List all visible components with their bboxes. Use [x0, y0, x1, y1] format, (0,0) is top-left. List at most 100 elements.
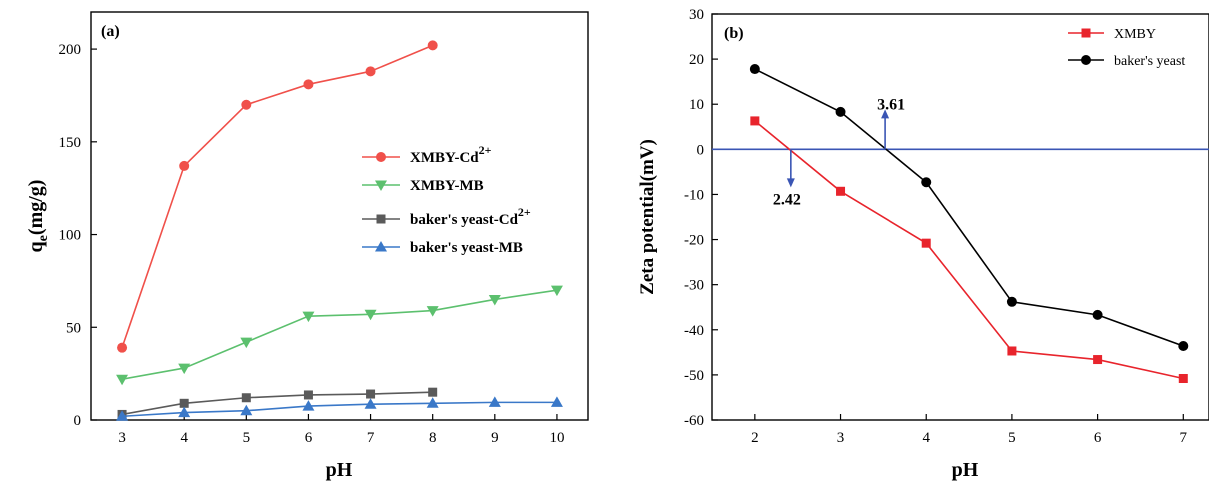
- panel-b-annotations: 3.61 2.42: [773, 96, 905, 208]
- panel-a-series-3-point: [488, 396, 501, 407]
- panel-b-series-1-point: [1178, 341, 1189, 352]
- panel-b-series-1-point: [921, 177, 932, 188]
- panel-a-series-3-point: [426, 397, 439, 408]
- panel-a-series-3-point: [240, 404, 253, 416]
- panel-a-series-line-0: [121, 44, 433, 348]
- panel-a-series-1-point: [302, 311, 315, 323]
- panel-a-series-2-point: [428, 387, 438, 397]
- panel-a-x-tick-label: 7: [367, 430, 375, 446]
- panel-b-y-tick-label: 30: [689, 7, 704, 23]
- legend-entry-superscript: 2+: [518, 205, 531, 219]
- panel-b-y-axis-title: Zeta potential(mV): [637, 139, 658, 295]
- panel-b-y-tick-label: -10: [684, 187, 704, 203]
- legend-entry-name: XMBY-MB: [410, 178, 484, 194]
- panel-b-plot-frame: [711, 13, 1209, 421]
- legend-swatch-marker: [375, 180, 387, 191]
- panel-b-series-1-point: [749, 64, 760, 75]
- legend-swatch-marker: [375, 241, 387, 252]
- panel-b-series-0-point: [836, 186, 846, 196]
- panel-a-series-1-point: [488, 294, 501, 306]
- panel-a-y-axis-title-rest: (mg/g): [25, 180, 47, 236]
- panel-b-y-tick-label: -20: [684, 233, 704, 249]
- legend-entry-label: XMBY: [1114, 27, 1156, 42]
- annotation-arrow-head: [786, 178, 795, 188]
- legend-swatch-marker: [1081, 28, 1091, 38]
- annotation-label: 3.61: [877, 96, 905, 113]
- panel-b-y-tick-label: 10: [689, 97, 704, 113]
- panel-a-y-tick-label: 0: [74, 413, 82, 429]
- panel-a-series-2-point: [241, 393, 251, 403]
- legend-swatch-marker: [1081, 55, 1091, 65]
- panel-a-y-tick-label: 50: [66, 320, 81, 336]
- panel-b-legend: XMBY baker's yeast: [1068, 27, 1185, 69]
- panel-a-x-tick-label: 4: [180, 430, 188, 446]
- panel-a-y-axis-title-sub: e: [36, 235, 51, 241]
- panel-a-y-tick-label: 150: [59, 135, 82, 151]
- panel-a-y-axis-title: qe(mg/g): [25, 180, 51, 253]
- panel-b-series-0-point: [921, 238, 931, 248]
- panel-a-series-1-point: [426, 306, 439, 317]
- legend-entry-name: baker's yeast-MB: [410, 240, 523, 256]
- panel-b-series-1-point: [1092, 309, 1103, 320]
- panel-a-series-0-point: [427, 40, 438, 51]
- panel-a-series-1-point: [240, 337, 253, 349]
- panel-b-zeta-chart: (b) pH Zeta potential(mV) 2 3 4 5 6 7 30 20 10 0 -…: [637, 7, 1209, 481]
- panel-a-x-tick-label: 3: [118, 430, 126, 446]
- panel-a-x-tick-label: 8: [429, 430, 437, 446]
- panel-a-series-line-2: [121, 391, 433, 416]
- panel-a-x-tick-label: 5: [243, 430, 251, 446]
- panel-b-ticks: 2 3 4 5 6 7 30 20 10 0 -10 -20 -30 -40 -50 -60: [684, 7, 1188, 446]
- panel-a-series-3-point: [116, 410, 129, 421]
- panel-a-y-tick-label: 100: [59, 228, 82, 244]
- panel-a-series-3-point: [302, 400, 315, 411]
- legend-swatch-marker: [376, 152, 386, 162]
- panel-b-series-0-point: [1178, 373, 1188, 383]
- panel-a-series-0-point: [117, 342, 128, 353]
- panel-b-x-axis-title: pH: [952, 459, 979, 481]
- panel-b-label: (b): [724, 25, 744, 42]
- panel-b-y-tick-label: -40: [684, 323, 704, 339]
- panel-a-series-3-point: [364, 398, 377, 409]
- legend-entry-superscript: 2+: [479, 143, 492, 157]
- panel-b-series-0-point: [1093, 355, 1103, 365]
- panel-a-series-1-point: [364, 309, 377, 321]
- panel-a-series-0-point: [179, 160, 190, 171]
- panel-b-y-tick-label: -50: [684, 368, 704, 384]
- annotation-arrow-head: [881, 109, 890, 119]
- panel-a-y-axis-title-main: q: [25, 241, 47, 252]
- legend-entry-label: baker's yeast-MB: [410, 240, 523, 256]
- panel-b-series: [749, 64, 1189, 383]
- panel-b-series-1-point: [835, 106, 846, 117]
- panel-b-series-1-point: [1006, 296, 1017, 307]
- panel-b-series-line-0: [754, 120, 1184, 380]
- legend-entry-label: XMBY-MB: [410, 178, 484, 194]
- panel-a-series-3-point: [178, 406, 191, 418]
- legend-entry-name: baker's yeast-Cd: [410, 212, 519, 228]
- panel-a-series-line-1: [121, 289, 558, 380]
- panel-b-series-line-1: [754, 68, 1184, 347]
- panel-a-series-1-point: [550, 285, 563, 297]
- panel-b-x-tick-label: 2: [751, 430, 759, 446]
- panel-a-label: (a): [101, 23, 120, 40]
- panel-a-series: [116, 40, 563, 421]
- panel-b-x-tick-label: 5: [1008, 430, 1016, 446]
- panel-a-series-line-3: [122, 401, 557, 418]
- panel-a-series-1-point: [178, 363, 191, 375]
- panel-a-series-0-point: [241, 99, 252, 110]
- panel-b-series-0-point: [750, 116, 760, 126]
- annotation-label: 2.42: [773, 191, 801, 208]
- panel-b-x-tick-label: 4: [922, 430, 930, 446]
- panel-a-series-2-point: [179, 398, 189, 408]
- panel-b-y-tick-label: 0: [697, 142, 705, 158]
- panel-b-y-tick-label: -30: [684, 278, 704, 294]
- panel-a-series-0-point: [365, 66, 376, 77]
- panel-a-x-tick-label: 6: [305, 430, 313, 446]
- legend-entry-label: XMBY-Cd2+: [410, 143, 492, 166]
- panel-a-series-3-point: [550, 396, 563, 407]
- panel-a-y-tick-label: 200: [59, 42, 82, 58]
- panel-a-plot-frame: [90, 11, 589, 421]
